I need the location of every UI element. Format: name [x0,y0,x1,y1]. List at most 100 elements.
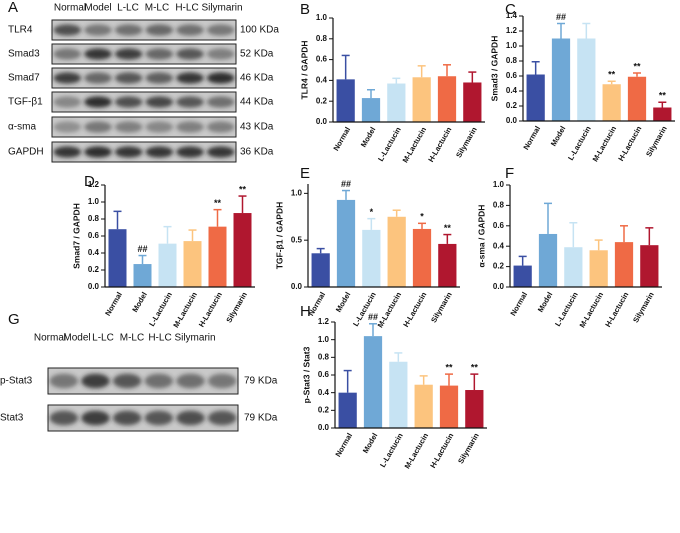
blot-band [84,96,112,108]
blot-band [84,72,112,84]
blot-band [176,146,204,158]
protein-label: p-Stat3 [0,376,33,387]
x-tick-label: H-Lactucin [616,124,643,162]
blot-band [206,72,235,84]
error-bar [213,208,222,227]
y-tick-label: 0.6 [88,231,100,240]
error-bar [658,101,667,108]
blot-band [114,146,143,158]
x-tick-label: Silymarin [454,125,479,159]
blot-band [176,96,204,108]
blot-band [145,24,174,36]
y-tick-label: 0.4 [493,241,505,250]
x-tick-label: L-Lactucin [376,125,403,163]
blot-band [114,96,143,108]
bar [640,245,659,287]
error-bar [569,221,578,248]
size-label: 100 KDa [240,25,279,36]
blot-band [53,72,82,84]
x-tick-label: Model [549,124,568,147]
blot-band [53,96,82,108]
size-label: 52 KDa [240,49,274,60]
significance: ** [659,91,667,101]
x-tick-label: Model [536,290,555,313]
bar [389,361,408,428]
y-tick-label: 1.0 [506,41,518,50]
x-tick-label: M-Lactucin [171,290,199,329]
blot-band [144,373,174,389]
bar [362,229,381,287]
x-tick-label: Silymarin [456,431,481,465]
size-label: 79 KDa [244,413,278,424]
blot-band [145,146,174,158]
panel-letter: G [8,311,20,328]
lane-label: Silymarin [201,3,242,14]
y-tick-label: 0.4 [316,76,328,85]
bar [336,79,355,122]
y-tick-label: 0.0 [318,423,330,432]
lane-label: Model [84,3,111,14]
y-tick-label: 0.0 [88,282,100,291]
bar [108,229,127,287]
x-tick-label: Silymarin [224,290,249,324]
y-tick-label: 1.0 [316,13,328,22]
blot-band [112,410,142,426]
protein-label: α-sma [8,122,36,133]
error-bar [468,71,477,83]
x-tick-label: Normal [508,290,529,317]
error-bar [633,72,641,77]
bar [463,82,482,122]
y-tick-label: 0.2 [506,101,518,110]
error-bar [594,239,603,251]
panel-letter: H [300,303,311,320]
protein-label: Stat3 [0,413,24,424]
y-tick-label: 0.6 [506,71,518,80]
error-bar [341,54,350,80]
blot-band [114,72,143,84]
x-tick-label: M-Lactucin [591,124,619,163]
significance: * [420,212,424,222]
x-tick-label: Normal [331,125,352,152]
error-bar [445,373,453,386]
lane-label: M-LC [120,333,144,344]
bar [338,392,357,428]
blot-band [145,48,174,60]
error-bar [342,189,350,200]
lane-label: Silymarin [174,333,215,344]
bar [412,77,431,122]
protein-label: Smad7 [8,73,40,84]
bar [564,247,583,287]
y-axis-label: Smad7 / GAPDH [71,203,81,269]
y-axis-label: TLR4 / GAPDH [299,40,309,99]
error-bar [392,77,401,84]
blot-band [145,72,174,84]
error-bar [392,209,401,217]
y-tick-label: 0.8 [506,56,518,65]
error-bar [419,375,428,385]
significance: ** [239,184,247,194]
y-tick-label: 0.4 [506,86,518,95]
blot-band [145,121,174,133]
significance: * [370,207,374,217]
y-tick-label: 0.0 [493,282,505,291]
bar [513,265,532,287]
x-tick-label: Model [359,125,378,148]
bar [437,76,457,122]
x-tick-label: Silymarin [644,124,669,158]
y-tick-label: 0.6 [316,55,328,64]
error-bar [343,369,352,393]
y-tick-label: 0.0 [506,116,518,125]
y-tick-label: 0.4 [318,388,330,397]
error-bar [138,254,147,265]
x-tick-label: H-Lactucin [603,290,630,328]
y-tick-label: 0.2 [88,265,100,274]
blot-band [176,373,205,389]
bar [233,213,252,287]
y-tick-label: 0.6 [318,370,330,379]
error-bar [163,225,172,244]
significance: ** [214,198,222,208]
blot-band [176,121,204,133]
error-bar [557,22,565,39]
blot-band [81,373,110,389]
y-axis-label: Smad3 / GAPDH [489,36,499,102]
